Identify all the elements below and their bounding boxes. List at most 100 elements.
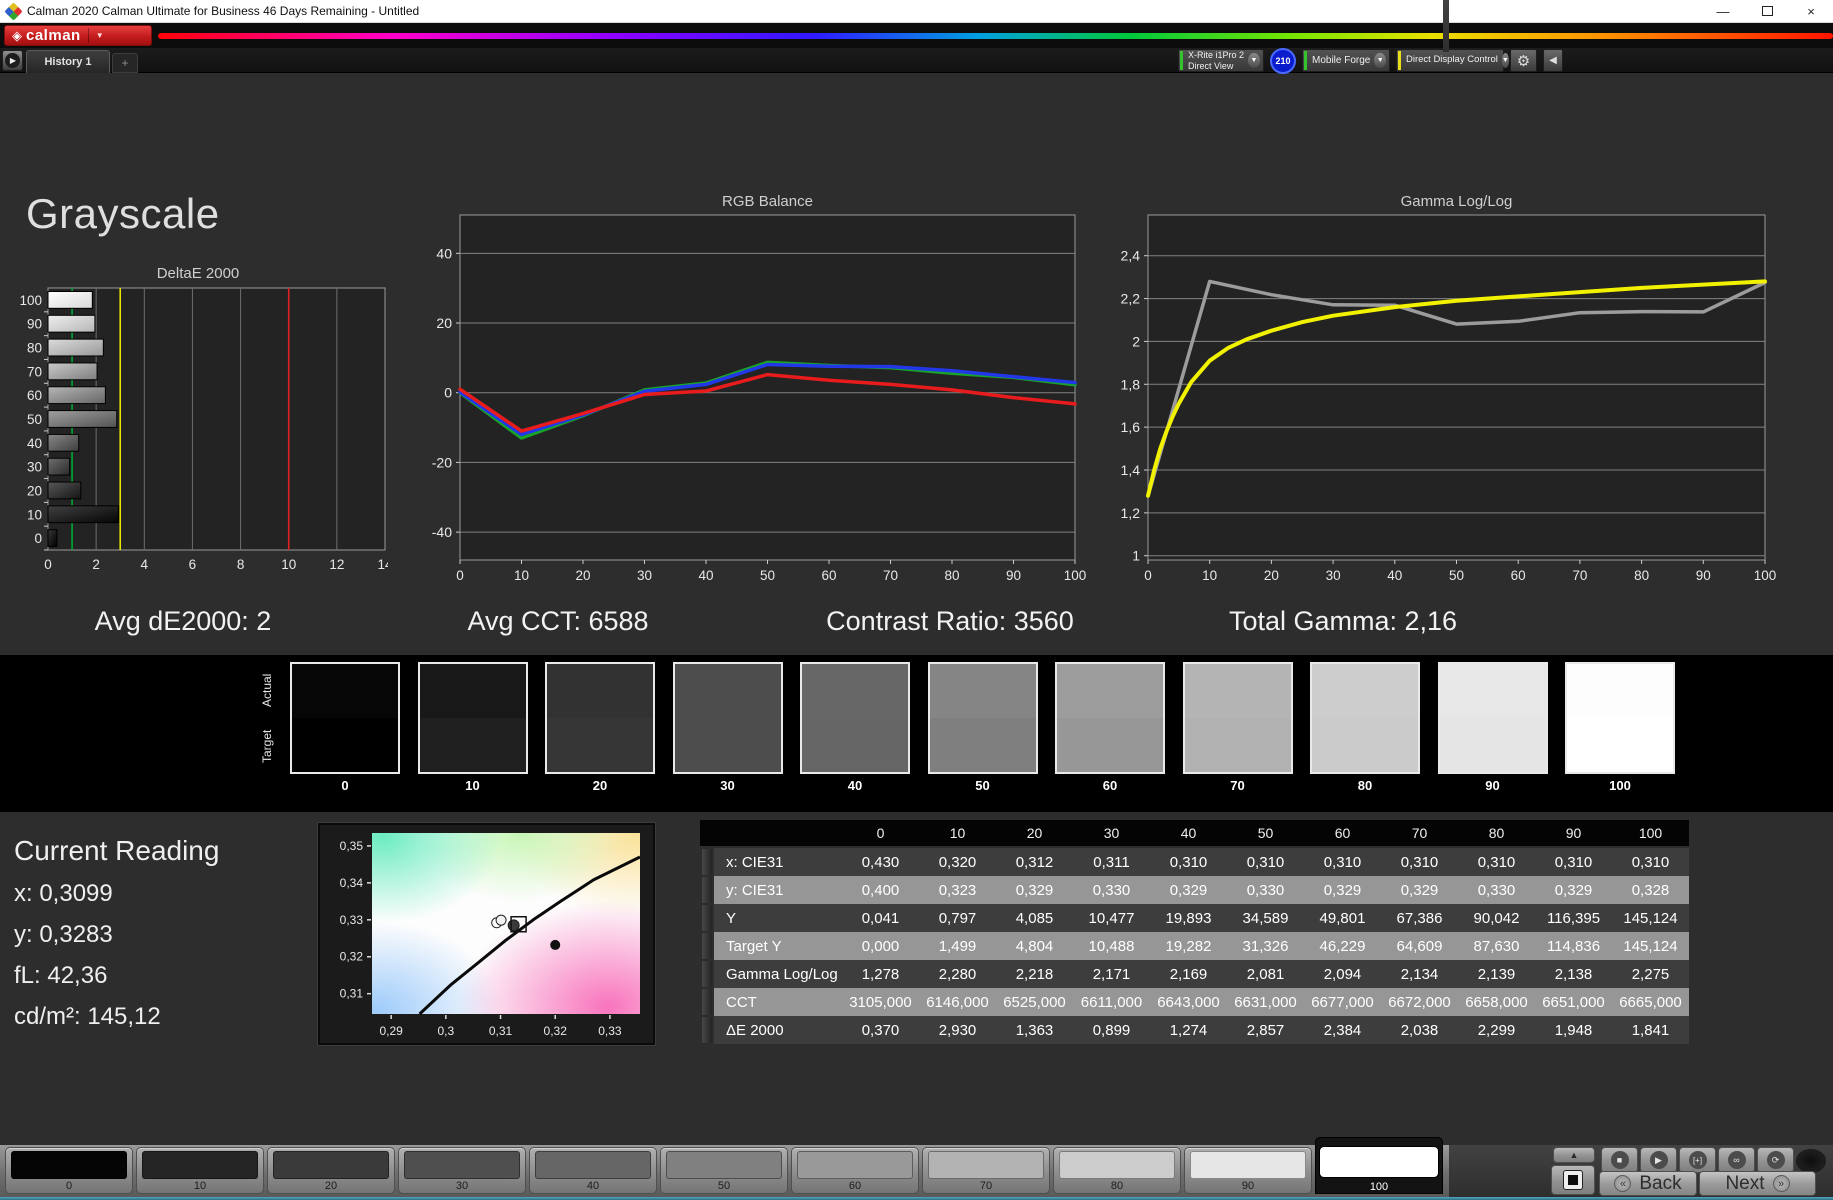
table-cell: 10,488 [1073,932,1150,960]
swatch-level-label: 90 [1485,778,1500,793]
patch-button-20[interactable]: 20 [267,1147,395,1194]
swatch-level-label: 60 [1102,778,1118,793]
column-header-70: 70 [1381,820,1458,846]
svg-text:1: 1 [1132,548,1140,564]
patch-color-chip [142,1151,258,1179]
table-cell: 34,589 [1227,904,1304,932]
svg-text:0: 0 [34,531,42,546]
chevron-left-icon: « [1614,1175,1632,1192]
next-button[interactable]: Next » [1699,1171,1816,1196]
calman-menu-button[interactable]: ◈ calman ▼ [4,25,152,46]
patch-button-80[interactable]: 80 [1053,1147,1181,1194]
loop-button[interactable]: ⟳ [1757,1147,1794,1173]
cie-chromaticity-plot [372,833,640,1014]
table-cell: 1,948 [1535,1016,1612,1044]
pattern-window-button[interactable] [1551,1165,1595,1195]
actual-swatch [1439,664,1546,718]
table-cell: 10,477 [1073,904,1150,932]
svg-text:1,6: 1,6 [1121,419,1141,435]
triangle-up-icon: ▲ [1569,1150,1579,1160]
display-selector-label: Direct Display Control [1406,54,1498,66]
meter-selector[interactable]: X-Rite i1Pro 2 Direct View ▼ [1178,49,1264,72]
table-cell: 87,630 [1458,932,1535,960]
meter-count-badge[interactable]: 210 [1270,47,1296,74]
table-cell: 6658,000 [1458,988,1535,1016]
table-cell: 6643,000 [1150,988,1227,1016]
measurement-table: 0 10 20 30 40 50 60 70 80 90 100 x: CIE31 0,430 0,320… [700,820,1689,1044]
chevron-down-icon: ▼ [1501,53,1509,68]
table-cell: 19,893 [1150,904,1227,932]
patch-color-chip [666,1151,782,1179]
svg-text:0: 0 [1144,568,1152,583]
svg-text:40: 40 [698,568,713,583]
display-control-selector[interactable]: Direct Display Control ▼ [1396,49,1509,72]
table-cell: 4,804 [996,932,1073,960]
table-cell: 0,329 [1381,876,1458,904]
patch-button-70[interactable]: 70 [922,1147,1050,1194]
workflow-advance-button[interactable]: ▶ [2,50,23,71]
table-cell: 0,310 [1227,848,1304,876]
table-corner [714,820,842,846]
pattern-window-up-button[interactable]: ▲ [1553,1147,1595,1163]
table-cell: 0,329 [1150,876,1227,904]
table-cell: 0,329 [1535,876,1612,904]
patch-color-chip [1190,1151,1306,1179]
collapse-panel-button[interactable]: ◀ [1543,49,1563,72]
svg-text:20: 20 [575,568,590,583]
table-cell: 0,329 [1304,876,1381,904]
table-cell: 6677,000 [1304,988,1381,1016]
window-titlebar: Calman 2020 Calman Ultimate for Business… [0,0,1833,23]
patch-color-chip [1059,1151,1175,1179]
patch-button-10[interactable]: 10 [136,1147,264,1194]
patch-button-strip: 0 10 20 30 40 50 60 70 80 90 100 [0,1137,1449,1197]
rgb-balance-chart-title: RGB Balance [722,193,813,210]
tab-history-1[interactable]: History 1 [26,50,110,73]
swatch-level-80 [1310,662,1420,774]
table-cell: 0,311 [1073,848,1150,876]
close-button[interactable]: × [1807,3,1815,19]
patch-button-40[interactable]: 40 [529,1147,657,1194]
patch-button-30[interactable]: 30 [398,1147,526,1194]
patch-button-0[interactable]: 0 [5,1147,133,1194]
svg-text:40: 40 [436,245,452,261]
chevron-right-icon: » [1772,1175,1790,1192]
source-selector[interactable]: Mobile Forge ▼ [1302,49,1390,72]
patch-button-90[interactable]: 90 [1184,1147,1312,1194]
svg-text:2: 2 [1132,333,1140,349]
patch-button-100[interactable]: 100 [1315,1137,1443,1194]
svg-text:50: 50 [1449,568,1464,583]
table-cell: 0,330 [1458,876,1535,904]
maximize-button[interactable] [1745,0,1789,22]
table-cell: 0,310 [1458,848,1535,876]
svg-text:90: 90 [27,317,42,332]
interval-button[interactable]: [+] [1679,1147,1716,1173]
table-cell: 2,081 [1227,960,1304,988]
add-tab-button[interactable]: + [112,53,138,73]
patch-button-label: 50 [717,1180,731,1192]
minimize-button[interactable]: — [1716,3,1730,19]
svg-text:90: 90 [1006,568,1021,583]
spectrum-gradient-bar [158,32,1833,39]
svg-text:1,4: 1,4 [1121,462,1141,478]
meter-status-accent [1180,51,1183,70]
infinity-button[interactable]: ∞ [1718,1147,1755,1173]
column-header-0: 0 [842,820,919,846]
table-cell: 1,499 [919,932,996,960]
source-status-accent [1304,51,1307,70]
swatch-level-40 [800,662,910,774]
stop-button[interactable]: ■ [1601,1147,1638,1173]
table-cell: 0,328 [1612,876,1689,904]
back-button[interactable]: « Back [1599,1171,1697,1196]
meter-selector-label: X-Rite i1Pro 2 Direct View [1188,50,1245,71]
patch-button-50[interactable]: 50 [660,1147,788,1194]
svg-text:0,34: 0,34 [340,876,364,890]
patch-button-60[interactable]: 60 [791,1147,919,1194]
settings-button[interactable]: ⚙ [1510,49,1537,72]
table-cell: 2,138 [1535,960,1612,988]
svg-text:80: 80 [944,568,959,583]
table-cell: 67,386 [1381,904,1458,932]
swatch-level-100 [1565,662,1675,774]
play-button[interactable]: ▶ [1640,1147,1677,1173]
source-selector-label: Mobile Forge [1312,54,1371,66]
row-label: Target Y [714,932,842,960]
